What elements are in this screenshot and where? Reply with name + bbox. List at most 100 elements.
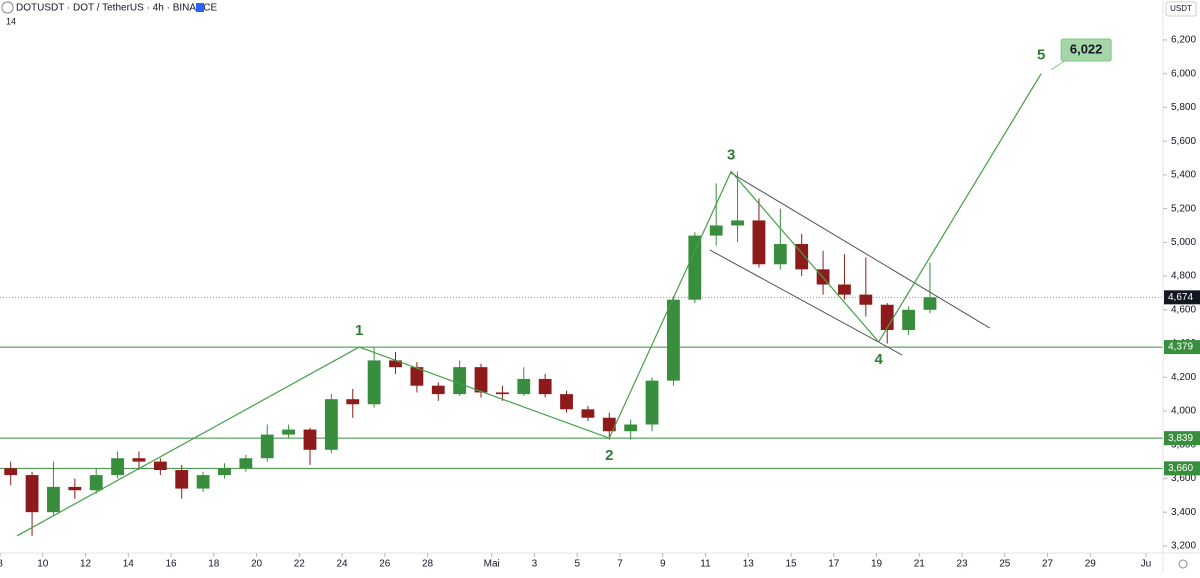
y-tick-label: 6,000 (1171, 68, 1196, 79)
candle-body (795, 244, 809, 270)
candle-body (453, 367, 467, 395)
x-tick-label: 18 (208, 559, 220, 570)
candle-body (752, 220, 766, 265)
last-price-label: 4,674 (1168, 292, 1193, 303)
candle-body (731, 220, 744, 226)
target-label: 6,022 (1070, 41, 1103, 56)
symbol-icon[interactable] (1, 1, 14, 14)
level-label: 3,660 (1168, 463, 1193, 474)
candle-body (25, 475, 39, 513)
candle-body (495, 392, 509, 395)
x-tick-label: 27 (1042, 559, 1054, 570)
candle-body (111, 458, 124, 476)
x-tick-label: 13 (743, 559, 755, 570)
y-tick-label: 5,800 (1171, 102, 1196, 113)
candle-body (624, 424, 638, 432)
x-tick-label: Ju (1141, 559, 1152, 570)
candle-body (859, 294, 873, 305)
wave-label: 5 (1037, 47, 1045, 64)
candle-body (838, 284, 851, 295)
x-tick-label: 7 (617, 559, 623, 570)
candle-body (688, 235, 702, 300)
x-tick-label: 29 (1085, 559, 1097, 570)
chart-title: DOTUSDT · DOT / TetherUS · 4h · BINANCE (16, 3, 217, 14)
level-tag (1164, 431, 1200, 446)
candle-body (667, 299, 680, 381)
candle-body (239, 458, 253, 469)
candle-body (410, 367, 424, 386)
channel-line (730, 172, 991, 329)
candle-body (175, 470, 189, 489)
x-tick-label: 8 (0, 559, 3, 570)
target-pointer (1050, 59, 1067, 71)
y-tick-label: 4,000 (1171, 406, 1196, 417)
candle-body (282, 429, 296, 435)
candle-body (89, 475, 103, 491)
y-tick-label: 6,200 (1171, 35, 1196, 46)
x-tick-label: 12 (80, 559, 92, 570)
candle-body (324, 399, 338, 450)
x-tick-label: Mai (484, 559, 500, 570)
x-tick-label: 24 (336, 559, 348, 570)
y-tick-label: 5,200 (1171, 203, 1196, 214)
level-label: 4,379 (1168, 342, 1193, 353)
candle-body (367, 360, 381, 405)
settings-icon[interactable] (1178, 559, 1188, 569)
candle-body (602, 417, 616, 432)
candle-body (47, 486, 60, 513)
y-tick-label: 5,000 (1171, 237, 1196, 248)
candle-body (645, 380, 659, 425)
candle-body (880, 304, 894, 331)
candle-body (4, 468, 18, 476)
candle-body (153, 461, 167, 471)
target-box (1060, 38, 1112, 62)
candle-body (773, 244, 787, 265)
x-tick-label: 9 (660, 559, 666, 570)
x-tick-label: 22 (294, 559, 306, 570)
y-tick-label: 4,600 (1171, 304, 1196, 315)
x-tick-label: 14 (123, 559, 135, 570)
wave-label: 1 (355, 322, 363, 339)
last-price-tag (1164, 290, 1200, 305)
candle-body (474, 367, 488, 393)
y-tick-label: 3,400 (1171, 507, 1196, 518)
x-tick-label: 26 (379, 559, 391, 570)
x-tick-label: 20 (251, 559, 263, 570)
candle-body (431, 385, 445, 395)
candle-body (581, 409, 595, 418)
y-tick-label: 4,800 (1171, 271, 1196, 282)
x-tick-label: 17 (828, 559, 840, 570)
candle-body (346, 399, 360, 405)
flag-icon[interactable] (196, 3, 204, 12)
candle-body (260, 434, 274, 459)
candle-body (389, 360, 402, 368)
candle-body (709, 225, 723, 236)
wave-line (16, 73, 1042, 537)
candle-body (132, 458, 146, 462)
wave-label: 4 (874, 351, 883, 368)
x-tick-label: 19 (871, 559, 883, 570)
x-tick-label: 23 (956, 559, 968, 570)
y-tick-label: 5,600 (1171, 136, 1196, 147)
currency-button[interactable] (1165, 1, 1197, 17)
currency: USDT (1170, 4, 1192, 13)
x-tick-label: 21 (914, 559, 926, 570)
x-tick-label: 25 (999, 559, 1011, 570)
indicator-value: 14 (6, 16, 16, 26)
level-label: 3,839 (1168, 433, 1193, 444)
candle-body (902, 309, 916, 331)
candle-body (196, 475, 210, 489)
wave-label: 3 (727, 146, 735, 163)
x-tick-label: 28 (422, 559, 434, 570)
x-tick-label: 16 (165, 559, 177, 570)
x-tick-label: 3 (532, 559, 538, 570)
x-tick-label: 5 (574, 559, 580, 570)
candle-body (303, 429, 317, 450)
y-tick-label: 3,200 (1171, 541, 1196, 552)
y-tick-label: 3,600 (1171, 473, 1196, 484)
x-tick-label: 11 (700, 559, 711, 570)
candle-body (68, 486, 82, 491)
y-tick-label: 5,400 (1171, 170, 1196, 181)
y-tick-label: 4,200 (1171, 372, 1196, 383)
